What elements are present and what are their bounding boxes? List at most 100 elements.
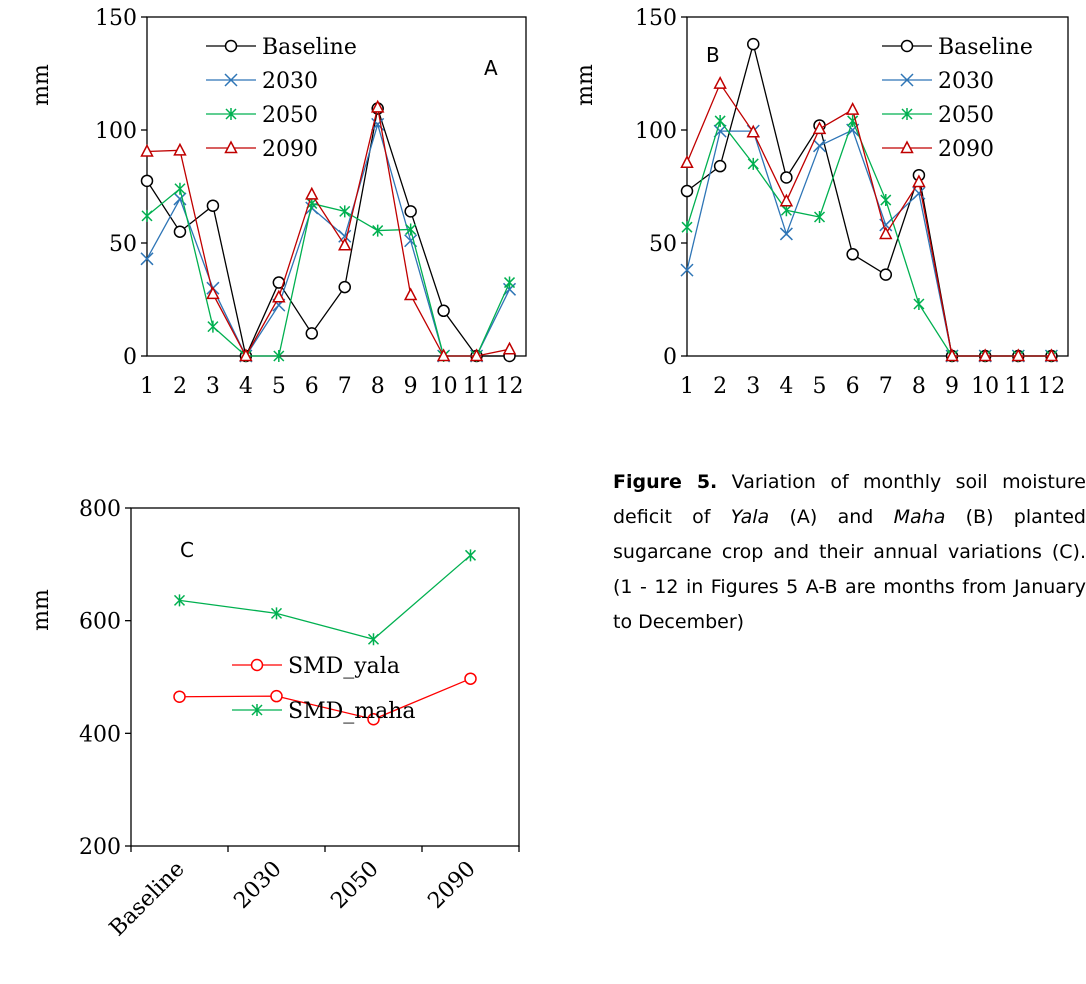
data-point <box>174 182 186 195</box>
legend-label: Baseline <box>262 35 357 60</box>
x-tick-label: 2090 <box>423 857 480 914</box>
series-line <box>146 187 511 357</box>
panel-label: B <box>706 43 720 67</box>
data-point <box>713 76 727 89</box>
series-line <box>146 122 511 358</box>
data-point <box>370 99 385 113</box>
x-tick-label: 3 <box>746 374 760 399</box>
legend-marker <box>900 140 914 154</box>
data-point <box>780 171 793 184</box>
data-point <box>1011 348 1026 362</box>
y-axis-label: mm <box>573 64 598 106</box>
data-point <box>206 199 220 212</box>
data-point <box>206 286 220 300</box>
legend-marker <box>251 704 263 716</box>
data-point <box>464 549 477 562</box>
data-point <box>273 350 285 362</box>
y-tick-label: 100 <box>635 119 677 144</box>
legend-marker <box>900 39 914 53</box>
data-point <box>140 252 154 266</box>
data-point <box>502 341 517 355</box>
data-point <box>337 237 352 251</box>
data-point <box>680 263 694 277</box>
data-point <box>140 143 154 157</box>
y-tick-label: 150 <box>635 6 677 31</box>
data-point <box>469 348 484 362</box>
x-tick-label: 2 <box>713 374 727 399</box>
data-point <box>372 224 384 237</box>
y-axis-label: mm <box>29 64 54 106</box>
data-point <box>173 690 186 703</box>
data-point <box>945 348 959 362</box>
series-line <box>146 108 510 359</box>
data-point <box>272 276 286 289</box>
series-smd-maha <box>173 549 477 646</box>
x-tick-label: 10 <box>430 374 458 399</box>
x-tick-label: 1 <box>140 374 154 399</box>
data-point <box>436 348 451 362</box>
legend-label: SMD_yala <box>288 654 400 679</box>
series-baseline <box>680 37 1058 363</box>
y-tick-label: 0 <box>123 345 137 370</box>
x-tick-label: 2 <box>173 374 187 399</box>
data-point <box>913 298 925 311</box>
data-point <box>912 174 926 188</box>
y-tick-label: 600 <box>79 610 121 635</box>
data-point <box>747 37 760 51</box>
x-tick-label: 12 <box>1037 374 1065 399</box>
data-point <box>779 193 794 207</box>
legend-label: 2090 <box>938 137 994 162</box>
legend-marker <box>901 108 913 120</box>
legend-marker <box>224 73 238 87</box>
legend-marker <box>224 140 238 154</box>
panel-label: C <box>180 538 194 562</box>
caption-yala: Yala <box>730 506 770 528</box>
data-point <box>403 287 418 301</box>
data-point <box>813 211 826 224</box>
series-2050 <box>681 114 1057 362</box>
data-point <box>270 689 283 703</box>
data-point <box>779 227 793 241</box>
caption-text-3: (B) planted sugarcane crop and their ann… <box>613 506 1086 633</box>
y-tick-label: 50 <box>649 232 677 257</box>
data-point <box>846 248 859 261</box>
legend-marker <box>225 108 237 120</box>
legend: Baseline 2030 2050 2090 <box>206 35 357 162</box>
x-tick-label: Baseline <box>105 857 190 942</box>
data-point <box>747 157 759 170</box>
legend-label: 2050 <box>262 103 318 128</box>
data-point <box>405 223 417 236</box>
legend-label: 2030 <box>262 69 318 94</box>
data-point <box>880 194 892 207</box>
panel-label: A <box>484 56 498 80</box>
plot-area <box>146 16 527 357</box>
series-2090 <box>680 76 1059 362</box>
figure-caption: Figure 5. Variation of monthly soil mois… <box>613 465 1086 640</box>
data-point <box>1044 348 1059 362</box>
data-point <box>305 327 319 340</box>
x-tick-label: 12 <box>496 374 524 399</box>
data-point <box>173 225 187 238</box>
legend-label: 2030 <box>938 69 994 94</box>
data-point <box>140 174 154 188</box>
y-axis-label: mm <box>29 589 54 631</box>
legend: SMD_yala SMD_maha <box>232 654 416 724</box>
data-point <box>173 594 186 607</box>
data-point <box>845 102 860 115</box>
data-point <box>879 268 893 281</box>
y-tick-label: 100 <box>95 119 137 144</box>
data-point <box>437 304 450 318</box>
legend-label: 2050 <box>938 103 994 128</box>
data-point <box>812 121 827 135</box>
data-point <box>464 672 477 685</box>
series-line <box>146 107 510 358</box>
legend-label: SMD_maha <box>288 699 416 724</box>
chart-panel-c: 200 400 600 800 Baseline 2030 2050 2090 mm C SMD_y… <box>29 497 520 942</box>
series-2030 <box>140 117 517 363</box>
series-line <box>686 129 1052 357</box>
x-tick-label: 8 <box>371 374 385 399</box>
caption-text-1: Variation of monthly soil moisture defic… <box>613 471 1086 528</box>
caption-maha: Maha <box>893 506 946 528</box>
x-tick-label: 2030 <box>229 857 286 914</box>
y-tick-label: 0 <box>663 345 677 370</box>
